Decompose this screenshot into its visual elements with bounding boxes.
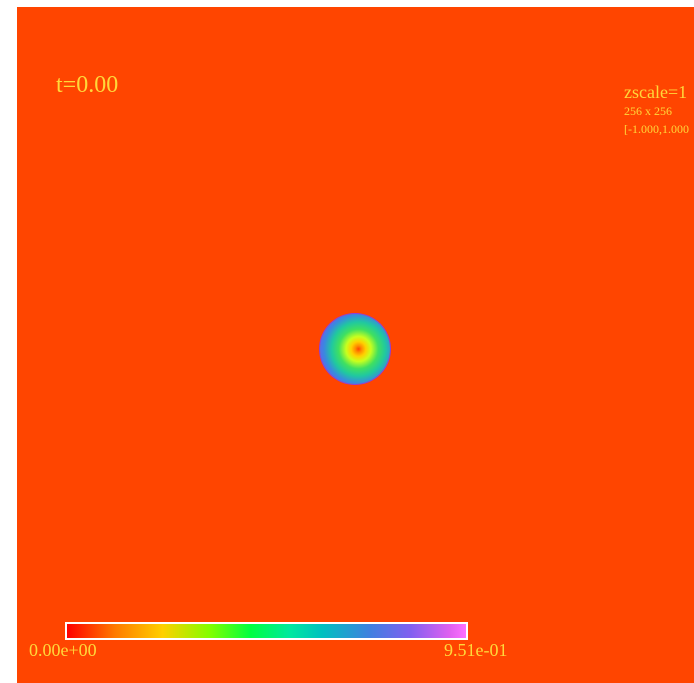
range-label: [-1.000,1.000 [624, 122, 689, 136]
grid-size-label: 256 x 256 [624, 104, 672, 118]
simulation-viewport[interactable]: t=0.00 zscale=1 256 x 256 [-1.000,1.000 … [17, 7, 694, 683]
colorbar-max-label: 9.51e-01 [444, 640, 508, 660]
info-block: zscale=1 256 x 256 [-1.000,1.000 [624, 82, 689, 138]
time-label: t=0.00 [56, 72, 119, 98]
zscale-label: zscale=1 [624, 82, 688, 102]
field-blob [320, 314, 390, 384]
colorbar [65, 622, 468, 640]
colorbar-min-label: 0.00e+00 [29, 640, 97, 660]
